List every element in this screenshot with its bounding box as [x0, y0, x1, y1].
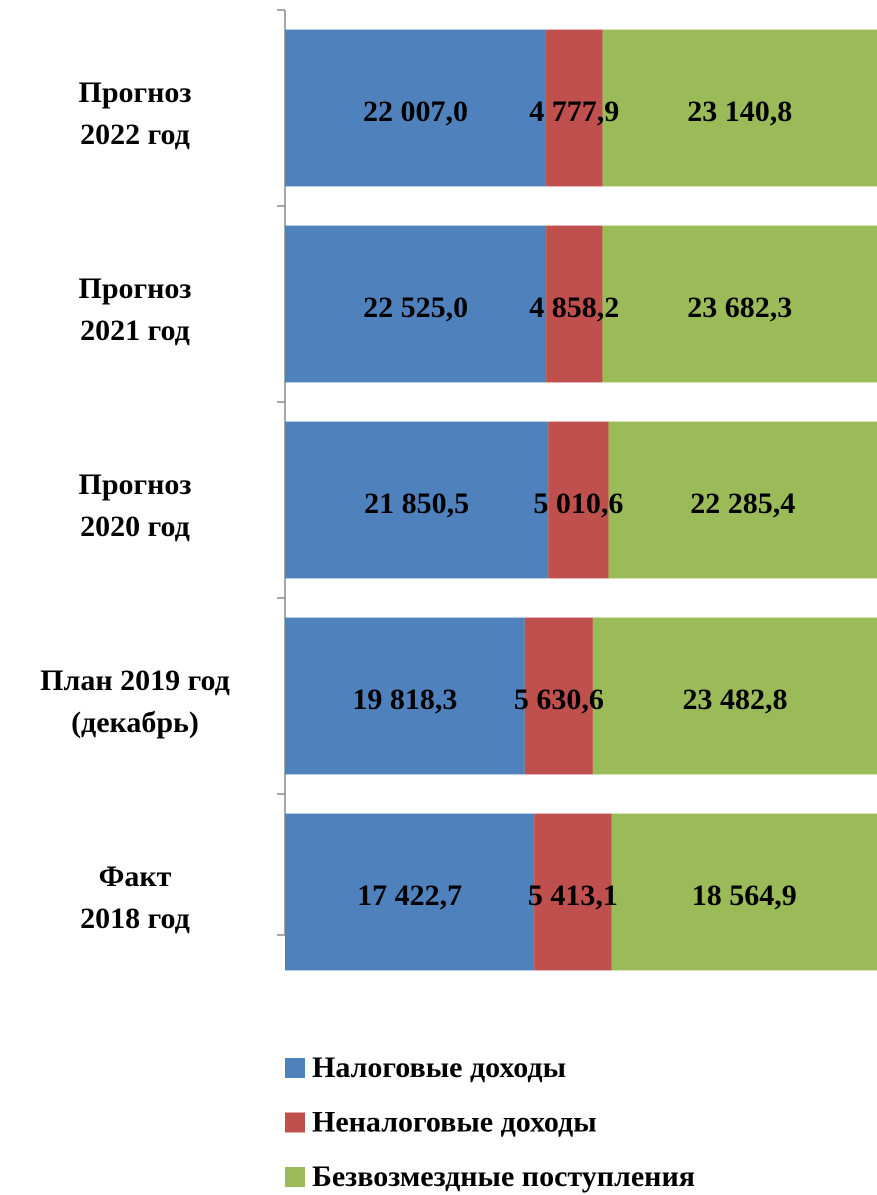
category-label-line: Факт [99, 860, 172, 893]
bar-segment [285, 225, 547, 383]
bar-segment [285, 813, 535, 971]
legend-label: Налоговые доходы [312, 1051, 566, 1084]
value-label: 21 850,5 [364, 487, 469, 520]
legend-swatch [285, 1167, 305, 1187]
bar-segment [592, 617, 877, 775]
bar-segment [285, 29, 546, 187]
bar-segment [524, 617, 593, 775]
value-label: 5 630,6 [514, 683, 604, 716]
category-label-line: 2021 год [80, 314, 190, 347]
category-label-line: 2022 год [80, 118, 190, 151]
value-label: 23 682,3 [687, 291, 792, 324]
bar-segment [545, 29, 603, 187]
value-label: 22 285,4 [690, 487, 795, 520]
legend-swatch [285, 1058, 305, 1078]
value-label: 22 007,0 [363, 95, 468, 128]
bar-segment [602, 225, 877, 383]
value-label: 23 140,8 [687, 95, 792, 128]
value-label: 4 777,9 [529, 95, 619, 128]
bar-segment [602, 29, 877, 187]
bar-segment [285, 617, 525, 775]
category-label: Прогноз 2021 год [79, 272, 192, 347]
value-label: 5 413,1 [528, 879, 618, 912]
category-label-line: Прогноз [79, 76, 192, 109]
bar-segment [611, 813, 877, 971]
legend-label: Безвозмездные поступления [312, 1160, 695, 1193]
legend-swatch [285, 1112, 305, 1133]
value-label: 19 818,3 [352, 683, 457, 716]
bar-segment [608, 421, 877, 579]
value-label: 18 564,9 [692, 879, 797, 912]
category-label-line: Прогноз [79, 468, 192, 501]
category-label-line: План 2019 год [40, 664, 230, 697]
bar-segment [285, 421, 549, 579]
value-label: 4 858,2 [529, 291, 619, 324]
value-label: 23 482,8 [682, 683, 787, 716]
category-label: Прогноз 2020 год [79, 468, 192, 543]
value-label: 17 422,7 [357, 879, 462, 912]
value-label: 22 525,0 [363, 291, 468, 324]
category-label: План 2019 год (декабрь) [40, 664, 230, 739]
category-label: Прогноз 2022 год [79, 76, 192, 151]
value-label: 5 010,6 [533, 487, 623, 520]
bar-segment [534, 813, 612, 971]
category-label-line: 2018 год [80, 902, 190, 935]
category-label-line: (декабрь) [71, 706, 199, 739]
category-label: Факт 2018 год [80, 860, 190, 935]
category-label-line: Прогноз [79, 272, 192, 305]
bar-segment [546, 225, 603, 383]
bar-segment [548, 421, 609, 579]
legend-label: Неналоговые доходы [312, 1105, 597, 1138]
category-label-line: 2020 год [80, 510, 190, 543]
